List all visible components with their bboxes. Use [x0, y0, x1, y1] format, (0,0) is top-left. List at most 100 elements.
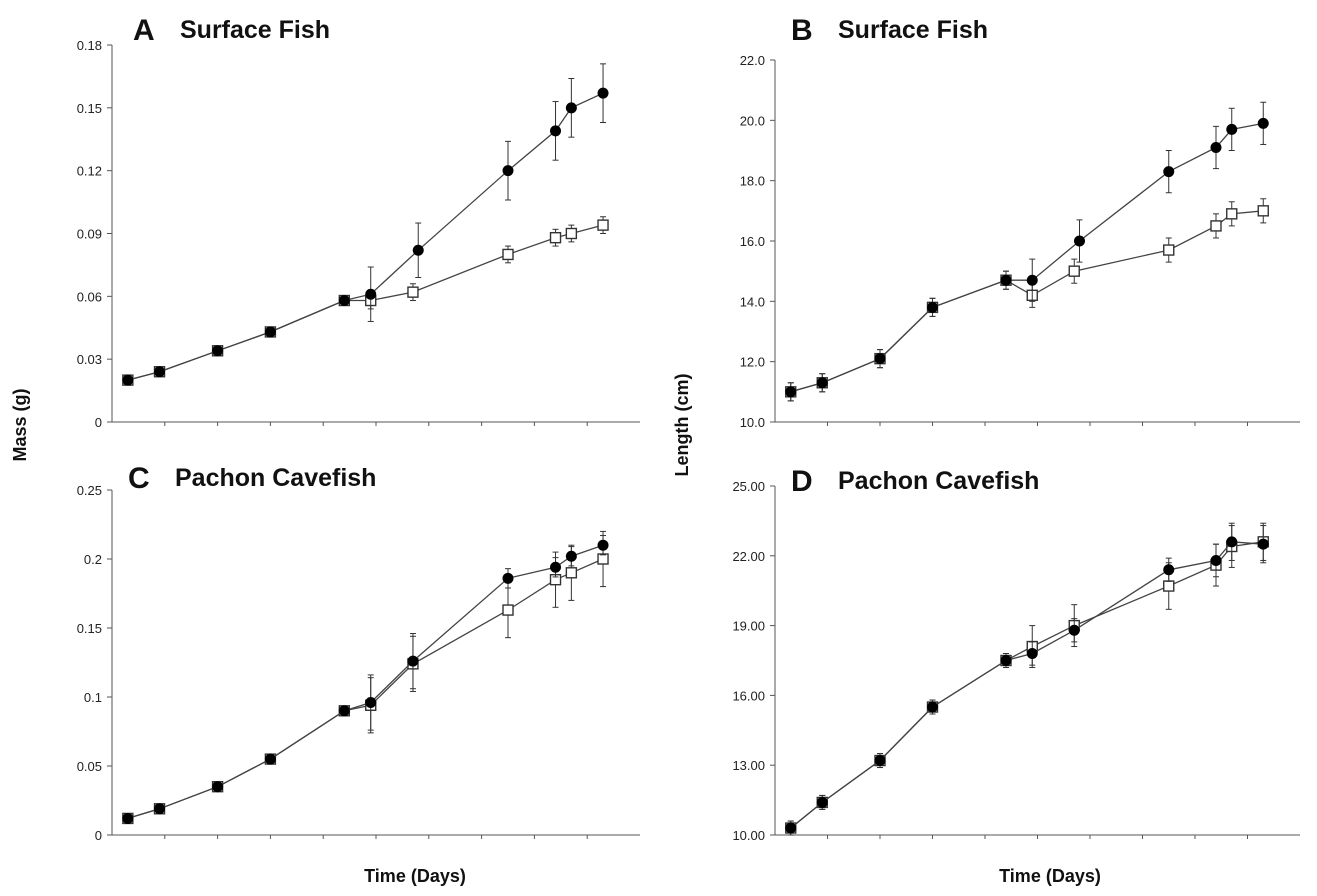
data-point-filled-circle	[264, 753, 276, 765]
y-tick-label: 0.05	[77, 759, 102, 774]
y-tick-label: 22.0	[740, 53, 765, 68]
series-line-open-square	[127, 558, 604, 820]
data-point-filled-circle	[565, 550, 577, 562]
y-tick-label: 0	[95, 828, 102, 843]
y-tick-label: 18.0	[740, 174, 765, 189]
data-point-open-square	[565, 567, 578, 579]
data-point-filled-circle	[597, 539, 609, 551]
series-line-open-square	[790, 541, 1264, 829]
data-point-open-square	[1163, 580, 1175, 592]
x-axis-label-right: Time (Days)	[999, 866, 1101, 886]
y-tick-label: 0.2	[84, 552, 102, 567]
y-tick-label: 0.25	[77, 483, 102, 498]
y-tick-label: 16.0	[740, 234, 765, 249]
y-tick-label: 12.0	[740, 355, 765, 370]
data-point-filled-circle	[412, 244, 424, 256]
y-tick-label: 14.0	[740, 294, 765, 309]
data-point-filled-circle	[874, 353, 886, 365]
y-tick-label: 19.00	[732, 619, 765, 634]
panel-letter: D	[791, 465, 813, 498]
data-point-filled-circle	[365, 288, 377, 300]
data-point-filled-circle	[122, 374, 134, 386]
data-point-filled-circle	[1163, 166, 1175, 178]
y-tick-label: 0.15	[77, 101, 102, 116]
y-tick-label: 10.0	[740, 415, 765, 430]
y-tick-label: 16.00	[732, 688, 765, 703]
mass-y-axis-label: Mass (g)	[10, 388, 30, 461]
data-point-filled-circle	[1026, 648, 1038, 660]
data-point-filled-circle	[212, 781, 224, 793]
data-point-filled-circle	[785, 386, 797, 398]
data-point-open-square	[597, 553, 609, 565]
panel-letter: A	[133, 14, 155, 47]
panel-title: Surface Fish	[838, 16, 988, 44]
series-line-filled-circle	[127, 92, 604, 381]
series-line-filled-circle	[790, 122, 1264, 393]
data-point-filled-circle	[550, 561, 562, 573]
y-tick-label: 25.00	[732, 479, 765, 494]
y-tick-label: 20.0	[740, 113, 765, 128]
data-point-open-square	[1226, 208, 1238, 220]
chart-panel-c: C Pachon Cavefish 0 0.05 0.1 0.15 0.2 0.25	[77, 462, 640, 843]
data-point-filled-circle	[565, 102, 577, 114]
length-y-axis-label: Length (cm)	[672, 374, 692, 477]
data-point-filled-circle	[1163, 564, 1175, 576]
chart-panel-b: B Surface Fish 10.0 12.0 14.0 16.0 18.0 20.0 22.…	[740, 14, 1300, 430]
data-point-filled-circle	[1210, 554, 1222, 566]
data-point-filled-circle	[927, 301, 938, 313]
data-point-filled-circle	[154, 803, 166, 815]
data-point-filled-circle	[407, 655, 419, 667]
data-point-open-square	[1257, 205, 1269, 217]
data-point-open-square	[1210, 220, 1222, 232]
y-tick-label: 0.09	[77, 227, 102, 242]
data-point-filled-circle	[927, 701, 938, 713]
data-point-filled-circle	[338, 705, 350, 717]
y-tick-label: 0.06	[77, 289, 102, 304]
data-point-filled-circle	[1000, 655, 1012, 666]
data-point-filled-circle	[816, 796, 828, 808]
data-point-filled-circle	[785, 822, 797, 834]
data-point-filled-circle	[816, 377, 828, 389]
data-point-filled-circle	[1000, 274, 1012, 286]
data-point-filled-circle	[1068, 624, 1080, 636]
x-axis-label-left: Time (Days)	[364, 866, 466, 886]
data-point-filled-circle	[154, 366, 166, 378]
data-point-open-square	[1068, 265, 1080, 277]
data-point-filled-circle	[212, 345, 224, 357]
chart-panel-a: A Surface Fish 0 0.03 0.06 0.09 0.12 0.15 0.18	[77, 14, 640, 430]
data-point-filled-circle	[1074, 235, 1085, 247]
y-tick-label: 22.00	[732, 549, 765, 564]
data-point-filled-circle	[264, 326, 276, 338]
data-point-filled-circle	[1226, 123, 1238, 135]
y-tick-label: 0	[95, 415, 102, 430]
data-point-open-square	[549, 231, 562, 244]
series-line-open-square	[790, 210, 1264, 393]
y-tick-label: 0.18	[77, 38, 102, 53]
data-point-open-square	[407, 286, 419, 298]
data-point-open-square	[565, 227, 578, 240]
data-point-filled-circle	[502, 572, 514, 584]
panel-letter: B	[791, 14, 813, 47]
data-point-filled-circle	[1210, 141, 1222, 153]
y-tick-label: 0.1	[84, 690, 102, 705]
data-point-filled-circle	[1257, 117, 1269, 129]
data-point-filled-circle	[550, 125, 562, 137]
y-tick-label: 0.03	[77, 352, 102, 367]
data-point-filled-circle	[1257, 538, 1269, 550]
data-point-filled-circle	[122, 812, 134, 824]
panel-title: Pachon Cavefish	[838, 467, 1039, 495]
panel-title: Pachon Cavefish	[175, 464, 376, 492]
series-line-filled-circle	[127, 544, 604, 820]
data-point-open-square	[1163, 244, 1175, 256]
y-tick-label: 10.00	[732, 828, 765, 843]
data-point-open-square	[502, 604, 514, 616]
series-line-filled-circle	[790, 541, 1264, 829]
panel-letter: C	[128, 462, 150, 495]
data-point-open-square	[597, 219, 609, 231]
data-point-filled-circle	[874, 755, 886, 767]
data-point-filled-circle	[1026, 274, 1038, 286]
data-point-open-square	[502, 248, 514, 261]
data-point-filled-circle	[597, 87, 609, 99]
data-point-filled-circle	[338, 295, 350, 307]
